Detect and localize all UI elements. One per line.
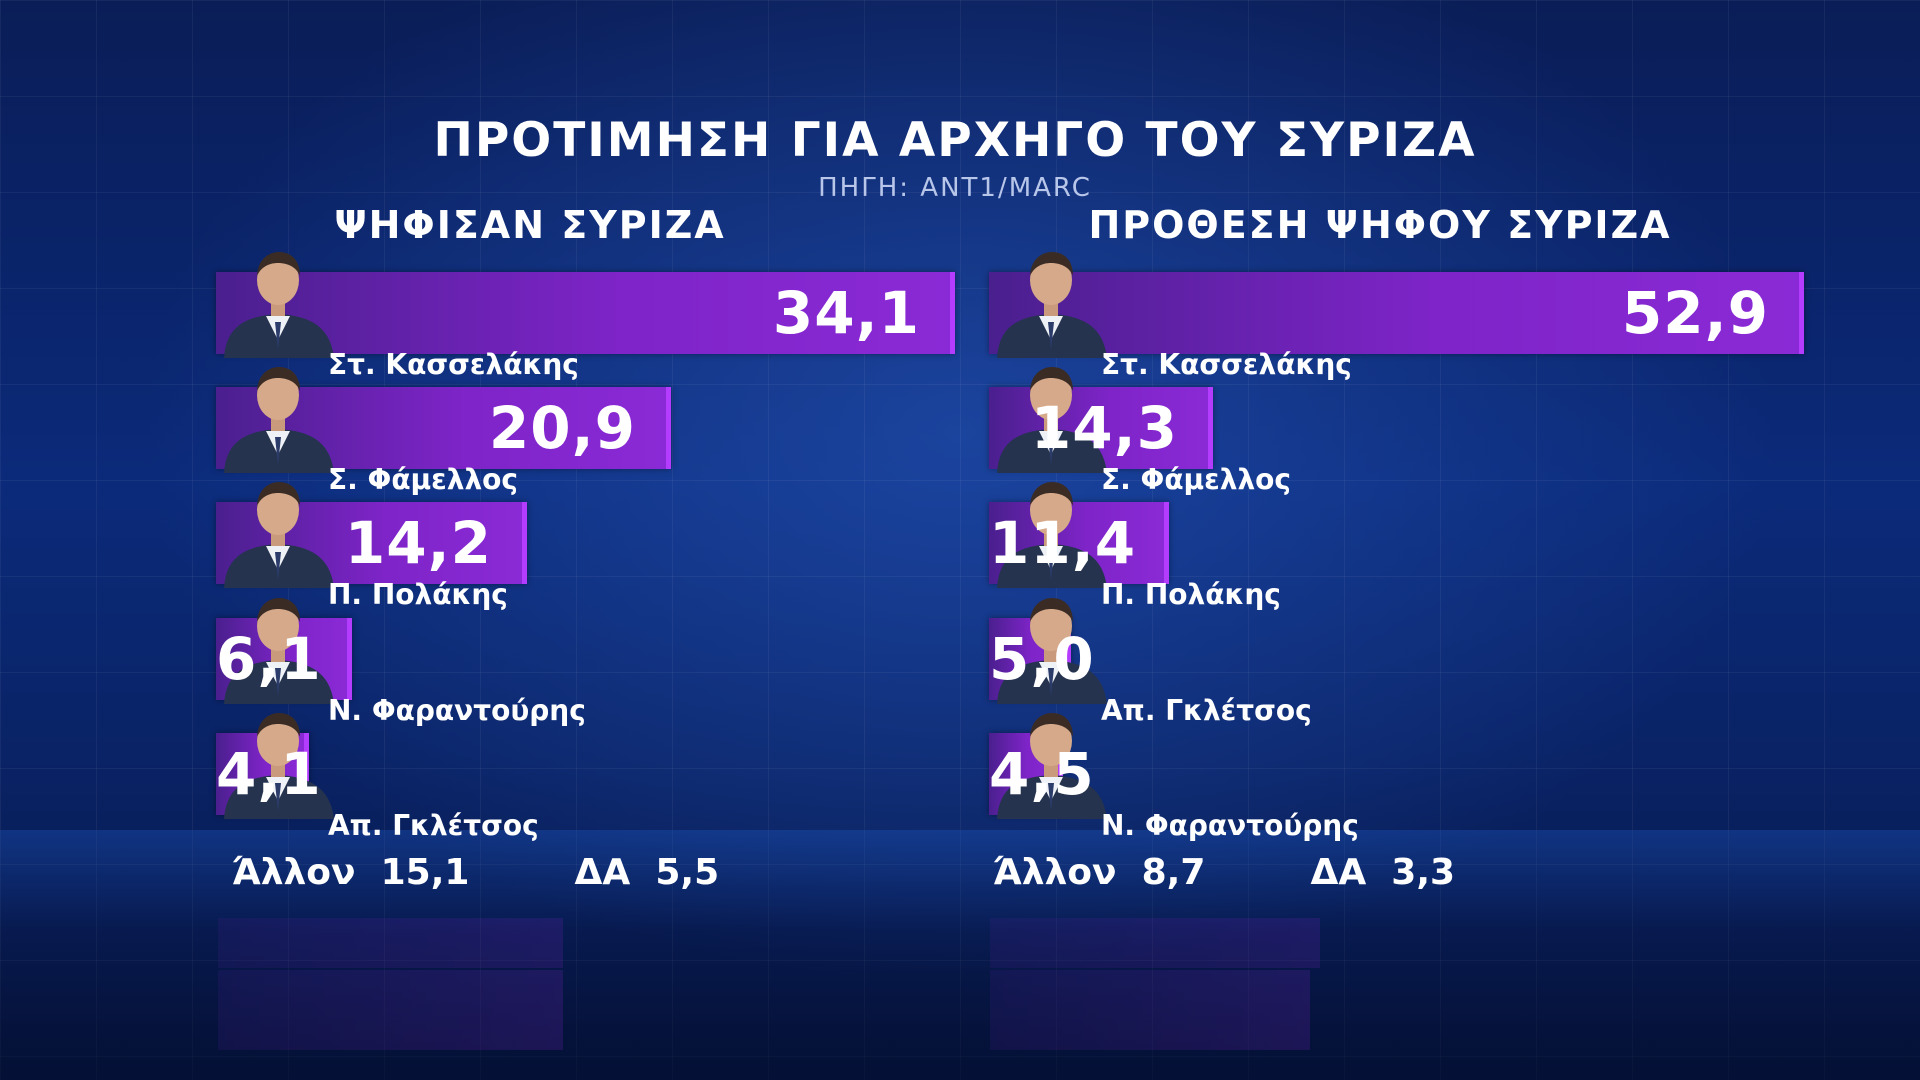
- data-label: 20,9: [488, 394, 636, 462]
- data-label: 14,3: [1030, 394, 1178, 462]
- candidate-photo: [989, 588, 1114, 704]
- candidate-name: Π. Πολάκης: [1101, 578, 1281, 611]
- candidate-photo: [989, 703, 1114, 819]
- candidate-name: Απ. Γκλέτσος: [1101, 694, 1312, 727]
- candidate-name: Απ. Γκλέτσος: [328, 809, 539, 842]
- data-label: 34,1: [772, 279, 920, 347]
- data-label: 4,5: [989, 733, 1094, 815]
- candidate-name: Σ. Φάμελλος: [1101, 463, 1292, 496]
- other-label: Άλλον: [993, 852, 1117, 893]
- bar-row: 4,1 Απ. Γκλέτσος: [216, 703, 960, 842]
- undecided-value: 5,5: [655, 852, 720, 893]
- data-label: 14,2: [344, 509, 492, 577]
- left-panel-heading: ΨΗΦΙΣΑΝ ΣΥΡΙΖΑ: [334, 203, 726, 247]
- candidate-photo: [989, 472, 1114, 588]
- undecided-label: ΔΑ: [574, 852, 631, 893]
- undecided-value: 3,3: [1391, 852, 1456, 893]
- bar: [216, 272, 955, 354]
- right-footer: Άλλον 8,7 ΔΑ 3,3: [993, 852, 1455, 893]
- candidate-photo: [216, 357, 341, 473]
- candidate-name: Ν. Φαραντούρης: [1101, 809, 1359, 842]
- candidate-name: Σ. Φάμελλος: [328, 463, 519, 496]
- bar-row: 4,5Ν. Φαραντούρης: [989, 703, 1809, 842]
- data-label: 52,9: [1621, 279, 1769, 347]
- candidate-photo: [216, 472, 341, 588]
- undecided-label: ΔΑ: [1310, 852, 1367, 893]
- data-label: 5,0: [989, 618, 1094, 700]
- bar-row: 14,2 Π. Πολάκης: [216, 472, 960, 611]
- candidate-photo: [216, 242, 341, 358]
- candidate-photo: [989, 242, 1114, 358]
- right-reflection: [990, 918, 1360, 1068]
- candidate-name: Ν. Φαραντούρης: [328, 694, 586, 727]
- studio-floor: [0, 830, 1920, 1080]
- candidate-name: Π. Πολάκης: [328, 578, 508, 611]
- bar-row: 11,4 Π. Πολάκης: [989, 472, 1809, 611]
- bar-row: 6,1 Ν. Φαραντούρης: [216, 588, 960, 727]
- data-label: 11,4: [989, 509, 1137, 577]
- left-footer: Άλλον 15,1 ΔΑ 5,5: [232, 852, 719, 893]
- bar-row: 20,9 Σ. Φάμελλος: [216, 357, 960, 496]
- bar-row: 34,1 Στ. Κασσελάκης: [216, 242, 960, 381]
- right-panel-heading: ΠΡΟΘΕΣΗ ΨΗΦΟΥ ΣΥΡΙΖΑ: [1088, 203, 1672, 247]
- candidate-name: Στ. Κασσελάκης: [328, 348, 579, 381]
- bar-row: 52,9 Στ. Κασσελάκης: [989, 242, 1809, 381]
- data-label: 4,1: [216, 740, 322, 808]
- data-label: 6,1: [216, 625, 322, 693]
- bar-row: 5,0Απ. Γκλέτσος: [989, 588, 1809, 727]
- left-reflection: [218, 918, 588, 1068]
- candidate-name: Στ. Κασσελάκης: [1101, 348, 1352, 381]
- source-label: ΠΗΓΗ: ΑΝΤ1/MARC: [818, 173, 1092, 203]
- bar: [989, 272, 1804, 354]
- candidate-photo: [216, 588, 341, 704]
- other-value: 8,7: [1141, 852, 1206, 893]
- bar-row: 14,3 Σ. Φάμελλος: [989, 357, 1809, 496]
- candidate-photo: [989, 357, 1114, 473]
- other-label: Άλλον: [232, 852, 356, 893]
- candidate-photo: [216, 703, 341, 819]
- other-value: 15,1: [380, 852, 470, 893]
- chart-title: ΠΡΟΤΙΜΗΣΗ ΓΙΑ ΑΡΧΗΓΟ ΤΟΥ ΣΥΡΙΖΑ: [433, 113, 1477, 168]
